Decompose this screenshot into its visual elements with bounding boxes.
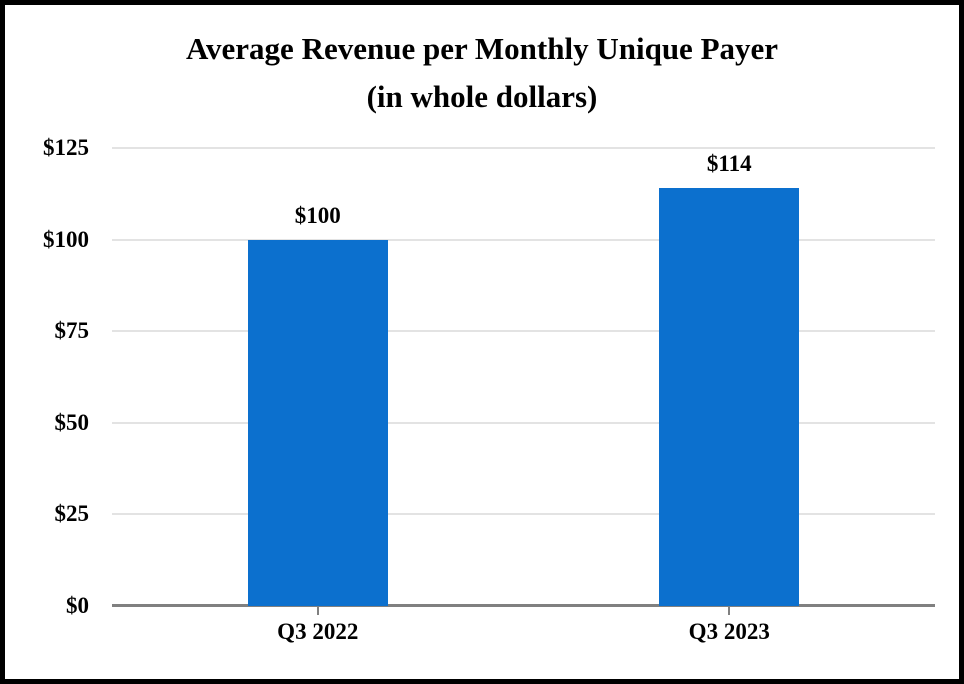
chart-title-block: Average Revenue per Monthly Unique Payer… — [5, 25, 959, 121]
y-axis: $0 $25 $50 $75 $100 $125 — [25, 135, 90, 618]
y-axis-tick-label: $0 — [66, 593, 89, 618]
bar-q3-2022 — [247, 239, 388, 606]
x-axis-category-label-q3-2023: Q3 2023 — [688, 619, 770, 644]
gridline-125 — [112, 147, 935, 149]
y-axis-tick-label: $125 — [43, 135, 89, 160]
x-axis-category-label-q3-2022: Q3 2022 — [277, 619, 359, 644]
value-label-q3-2023: $114 — [706, 151, 752, 177]
gridline-25 — [112, 513, 935, 516]
plot-area: $100 Q3 2022 $114 Q3 2023 — [112, 147, 935, 644]
y-axis-tick-label: $25 — [54, 501, 90, 527]
bar-q3-2023 — [659, 188, 800, 606]
y-axis-tick-label: $50 — [54, 409, 90, 435]
y-axis-tick-label: $100 — [43, 226, 89, 252]
chart-subtitle: (in whole dollars) — [366, 79, 598, 114]
gridline-75 — [112, 330, 935, 333]
x-axis-tick — [316, 606, 319, 615]
gridline-100 — [112, 238, 935, 241]
value-label-q3-2022: $100 — [294, 202, 341, 228]
x-axis-tick — [728, 606, 731, 615]
y-axis-tick-label: $75 — [54, 318, 90, 344]
gridline-50 — [112, 421, 935, 424]
chart-title: Average Revenue per Monthly Unique Payer — [185, 31, 779, 66]
x-axis-line — [112, 604, 935, 607]
